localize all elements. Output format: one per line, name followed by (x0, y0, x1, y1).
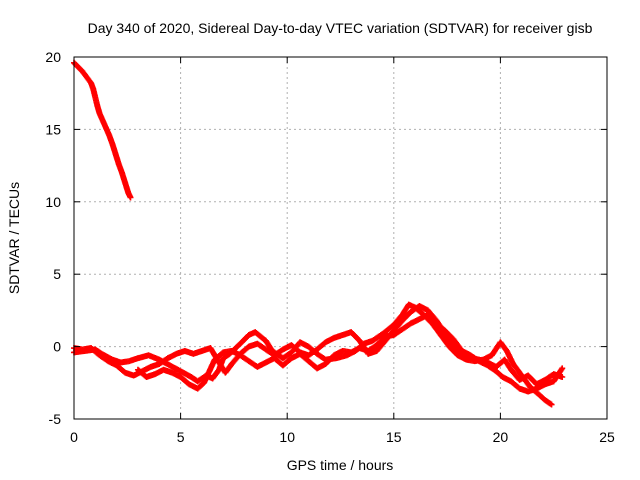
y-tick-label: 15 (45, 121, 61, 137)
y-tick-label: -5 (49, 411, 62, 427)
plot-frame (73, 56, 608, 420)
chart-title: Day 340 of 2020, Sidereal Day-to-day VTE… (88, 20, 593, 36)
data-point (559, 374, 566, 381)
x-tick-label: 0 (70, 429, 78, 445)
data-point (127, 194, 134, 201)
data-point (548, 401, 555, 408)
x-tick-label: 20 (493, 429, 509, 445)
x-tick-label: 15 (386, 429, 402, 445)
data-series (71, 59, 566, 408)
y-tick-label: 0 (53, 339, 61, 355)
data-point (559, 365, 566, 372)
axis-ticks: 0 5 10 15 20 25 -5 0 5 10 15 20 (45, 49, 615, 445)
gridlines (74, 57, 607, 419)
series-early-high (71, 59, 134, 201)
y-tick-label: 5 (53, 266, 61, 282)
y-tick-label: 10 (45, 194, 61, 210)
series-band-c (134, 311, 566, 395)
x-axis-title: GPS time / hours (287, 457, 394, 473)
y-tick-label: 20 (45, 49, 61, 65)
x-tick-label: 10 (279, 429, 295, 445)
y-axis-title: SDTVAR / TECUs (6, 182, 22, 294)
x-tick-label: 25 (599, 429, 615, 445)
x-tick-label: 5 (177, 429, 185, 445)
series-band-b (71, 303, 566, 388)
